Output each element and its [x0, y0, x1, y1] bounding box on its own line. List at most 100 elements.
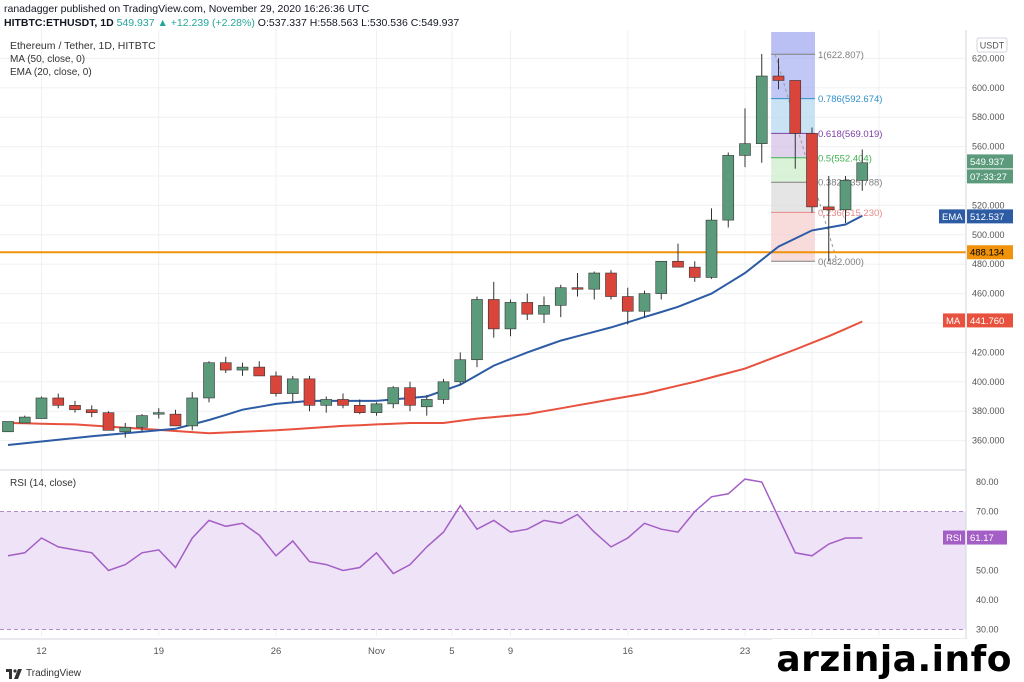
candle-body: [119, 427, 132, 433]
candle-body: [236, 366, 249, 371]
candle-body: [822, 206, 835, 211]
price-tick-label: 560.000: [972, 142, 1005, 152]
gridlines: [0, 30, 966, 636]
countdown-tag: 07:33:27: [967, 169, 1013, 184]
ma-badge: MA: [943, 313, 965, 328]
fib-level-label: 1(622.807): [818, 50, 864, 61]
time-tick-label: 26: [271, 646, 282, 657]
last-price: 549.937: [116, 17, 155, 29]
rsi-badge: RSI: [943, 530, 965, 545]
candle-body: [152, 412, 165, 415]
ohlc-values: O:537.337 H:558.563 L:530.536 C:549.937: [257, 17, 460, 29]
countdown-tag-bg: [967, 169, 1013, 184]
tradingview-brand: TradingView: [26, 668, 82, 679]
time-tick-label: 5: [449, 646, 454, 657]
ma50-line: [7, 320, 863, 435]
price-tick-label: 480.000: [972, 259, 1005, 269]
candle-body: [320, 399, 333, 406]
ema20-line: [7, 214, 863, 446]
candle-body: [370, 403, 383, 413]
support-tag-bg: [967, 245, 1013, 260]
candle-body: [504, 302, 517, 330]
candle-body: [839, 180, 852, 211]
site-watermark: arzinja.info: [772, 639, 1016, 680]
rsi-value-tag-bg: [967, 530, 1007, 545]
fib-level-label: 0.5(552.404): [818, 153, 872, 164]
candle-body: [2, 421, 14, 433]
candle-body: [688, 266, 701, 278]
candle-body: [487, 299, 500, 330]
candle-body: [69, 405, 81, 411]
candle-body: [571, 287, 584, 290]
ema-badge: EMA: [939, 209, 965, 224]
candle-body: [621, 296, 634, 312]
legend-ma: MA (50, close, 0): [10, 54, 86, 65]
candle-body: [538, 305, 550, 315]
time-tick-label: 19: [153, 646, 164, 657]
rsi-value-tag-text: 61.17: [970, 533, 994, 544]
fibonacci-retracement: 1(622.807) 0.786(592.674) 0.618(569.019) 0.…: [771, 32, 882, 268]
fib-zone: [771, 212, 815, 262]
candle-body: [404, 387, 416, 406]
ma-badge-text: MA: [946, 316, 961, 327]
candle-body: [169, 413, 182, 427]
candle-body: [337, 399, 349, 406]
rsi-band: [0, 511, 966, 630]
price-axis: USDT360.000380.000400.000420.000440.0004…: [939, 30, 1013, 658]
tradingview-logo: TradingView: [6, 668, 81, 679]
price-tick-label: 500.000: [972, 230, 1005, 240]
candle-body: [672, 260, 684, 268]
ma-value-tag-text: 441.760: [970, 316, 1004, 327]
ma-badge-bg: [943, 313, 965, 328]
candle-body: [203, 362, 215, 399]
rsi-tick-label: 80.00: [976, 477, 999, 487]
price-tick-label: 420.000: [972, 347, 1005, 357]
candle-body: [521, 302, 534, 315]
last-price-tag: 549.937: [967, 154, 1013, 169]
time-tick-label: 12: [36, 646, 47, 657]
tradingview-icon: [6, 668, 22, 679]
candle-body: [605, 272, 617, 297]
price-tick-label: 360.000: [972, 436, 1005, 446]
candle-body: [102, 412, 115, 431]
currency-badge: [976, 37, 1008, 53]
price-tick-label: 620.000: [972, 53, 1005, 63]
rsi-badge-text: RSI: [946, 533, 962, 544]
chart-legend: Ethereum / Tether, 1D, HITBTC MA (50, cl…: [10, 40, 156, 79]
time-tick-label: 23: [740, 646, 751, 657]
rsi-pane: [0, 478, 966, 630]
fib-extension-zone: [771, 32, 815, 55]
candle-body: [136, 415, 148, 428]
candle-body: [303, 378, 316, 406]
symbol-label: HITBTC:ETHUSDT, 1D: [4, 17, 114, 29]
candle-body: [286, 378, 299, 394]
candle-body: [18, 416, 31, 424]
candle-body: [789, 80, 802, 134]
candle-body: [85, 409, 98, 413]
candle-body: [270, 375, 282, 394]
candle-body: [253, 366, 266, 377]
ema-badge-bg: [939, 209, 965, 224]
candles: [2, 53, 869, 438]
candle-body: [588, 272, 601, 290]
currency-label: USDT: [980, 41, 1005, 51]
legend-ema: EMA (20, close, 0): [10, 67, 92, 78]
candle-body: [437, 381, 450, 400]
candle-body: [35, 397, 48, 419]
candle-body: [52, 397, 65, 406]
candle-body: [655, 260, 668, 294]
ma-value-tag: 441.760: [967, 313, 1013, 328]
chart-header: ranadagger published on TradingView.com,…: [4, 2, 459, 30]
candle-body: [219, 362, 232, 371]
candle-body: [554, 287, 567, 306]
ema-value-tag-text: 512.537: [970, 212, 1004, 223]
candle-body: [387, 387, 400, 405]
ma-value-tag-bg: [967, 313, 1013, 328]
publish-line: ranadagger published on TradingView.com,…: [4, 3, 370, 15]
ema-value-tag-bg: [967, 209, 1013, 224]
rsi-line: [7, 478, 863, 575]
fib-level-label: 0(482.000): [818, 257, 864, 268]
fib-level-label: 0.786(592.674): [818, 94, 882, 105]
fib-level-label: 0.618(569.019): [818, 129, 882, 140]
